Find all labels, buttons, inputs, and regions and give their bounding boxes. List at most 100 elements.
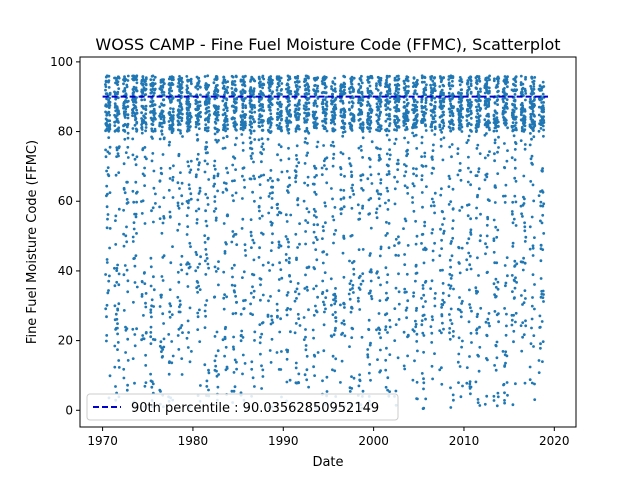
data-point [114,173,118,177]
data-point [205,385,209,388]
data-point [324,120,327,124]
data-point [258,209,261,213]
data-point [333,302,337,306]
data-point [252,120,256,124]
data-point [325,375,329,379]
data-point [414,133,418,137]
data-point [249,146,252,150]
data-point [185,200,189,203]
data-point [176,270,180,274]
data-point [358,308,362,311]
data-point [297,108,301,111]
data-point [537,359,541,362]
data-point [402,330,406,334]
data-point [323,117,327,121]
data-point [488,98,492,101]
data-point [468,385,472,388]
data-point [504,361,507,365]
data-point [442,124,446,128]
data-point [151,152,155,155]
data-point [293,299,297,303]
data-point [276,97,280,101]
data-point [524,75,527,79]
data-point [512,217,516,221]
data-point [519,103,523,107]
data-point [512,99,516,102]
data-point [378,82,382,86]
data-point [176,204,180,208]
data-point [302,117,306,120]
data-point [305,285,309,289]
data-point [387,199,391,202]
data-point [158,137,162,141]
data-point [234,232,238,236]
data-point [313,175,317,179]
data-point [470,309,473,313]
data-point [457,352,461,356]
data-point [231,230,235,233]
data-point [505,354,509,358]
data-point [405,127,409,131]
data-point [485,333,489,337]
data-point [350,186,354,190]
data-point [253,199,256,203]
data-point [260,214,264,218]
data-point [531,80,535,84]
data-point [261,105,265,109]
data-point [133,281,137,284]
data-point [369,173,373,177]
data-point [241,276,244,279]
data-point [502,89,506,93]
data-point [484,242,487,246]
data-point [505,159,509,163]
data-point [333,82,337,86]
data-point [134,112,137,116]
data-point [414,309,418,312]
data-point [369,89,372,93]
data-point [492,399,496,402]
data-point [496,395,500,399]
data-point [194,108,198,112]
data-point [393,120,396,124]
data-point [475,147,479,150]
data-point [270,103,274,107]
data-point [204,192,208,196]
data-point [442,104,445,108]
data-point [379,76,383,80]
data-point [448,272,452,276]
data-point [108,374,112,378]
data-point [158,105,162,109]
data-point [493,152,496,156]
data-point [402,227,405,231]
data-point [376,122,380,126]
data-point [403,253,406,256]
data-point [331,140,335,144]
data-point [456,173,460,177]
data-point [469,123,473,127]
data-point [287,191,290,194]
data-point [185,100,189,103]
data-point [342,189,346,192]
data-point [442,136,446,140]
data-point [423,220,427,224]
data-point [178,305,181,309]
data-point [307,92,311,96]
data-point [278,330,282,334]
data-point [188,117,192,121]
data-point [179,171,182,175]
data-point [541,213,545,217]
data-point [494,119,497,123]
data-point [356,89,360,93]
data-point [248,101,252,105]
data-point [467,251,471,255]
data-point [226,85,230,89]
data-point [207,371,211,375]
data-point [123,191,127,195]
data-point [430,109,434,113]
data-point [207,368,210,372]
data-point [368,130,372,133]
data-point [423,151,427,155]
data-point [385,133,389,137]
data-point [357,82,361,86]
data-point [213,359,217,363]
